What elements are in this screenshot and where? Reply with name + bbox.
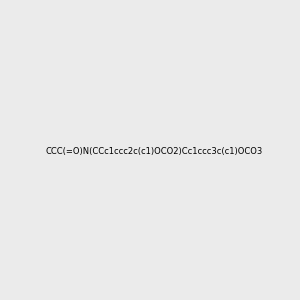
Text: CCC(=O)N(CCc1ccc2c(c1)OCO2)Cc1ccc3c(c1)OCO3: CCC(=O)N(CCc1ccc2c(c1)OCO2)Cc1ccc3c(c1)O… [45,147,262,156]
